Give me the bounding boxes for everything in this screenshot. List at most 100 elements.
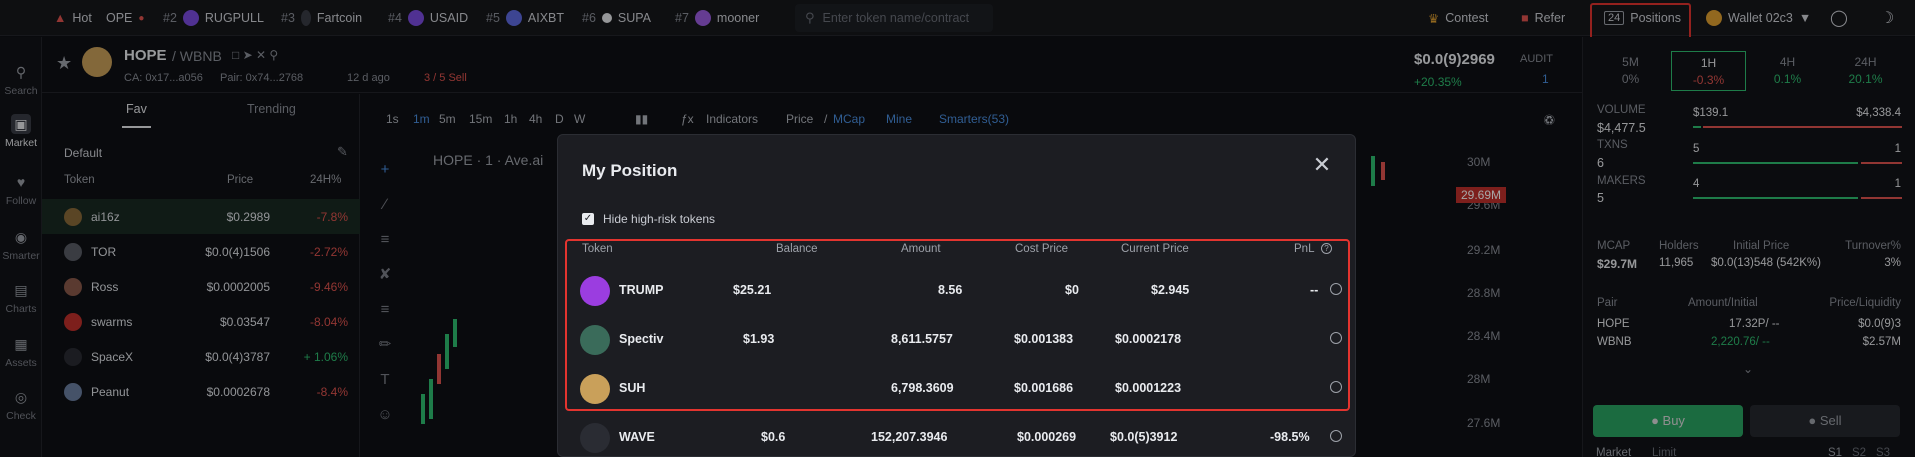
hot-item-1[interactable]: OPE ● — [106, 0, 144, 36]
mcap-toggle[interactable]: MCap — [833, 112, 866, 126]
tf-5m[interactable]: 5m — [439, 112, 456, 126]
candle-type-icon[interactable]: ▮▮ — [635, 112, 649, 126]
rail-smarter[interactable]: ◉ Smarter — [2, 228, 40, 263]
slippage-s3[interactable]: S3 — [1876, 447, 1891, 457]
hot-item-7[interactable]: #7 mooner — [675, 10, 760, 26]
crosshair-icon[interactable]: + — [380, 161, 390, 178]
buy-button[interactable]: ● Buy — [1593, 405, 1743, 437]
share-icon[interactable] — [1330, 430, 1342, 442]
contract-address[interactable]: CA: 0x17...a056 — [124, 72, 203, 84]
order-limit-tab[interactable]: Limit — [1652, 447, 1677, 457]
rail-charts[interactable]: ▤ Charts — [5, 281, 37, 316]
tf-d[interactable]: D — [555, 112, 564, 126]
table-row[interactable]: TRUMP $25.21 8.56 $0 $2.945 -- — [570, 267, 1345, 315]
indicators-button[interactable]: Indicators — [706, 112, 759, 126]
table-row[interactable]: WAVE $0.6 152,207.3946 $0.000269 $0.0(5)… — [570, 414, 1345, 456]
tab-fav[interactable]: Fav — [122, 102, 151, 128]
indicators-icon[interactable]: ƒx — [681, 112, 694, 126]
period-5m[interactable]: 5M 0% — [1621, 55, 1640, 86]
group-label[interactable]: Default — [64, 146, 103, 160]
close-icon[interactable]: ✕ — [1312, 152, 1332, 177]
candle — [429, 379, 433, 419]
tf-w[interactable]: W — [574, 112, 586, 126]
hot-item-5[interactable]: #5 AIXBT — [486, 10, 565, 26]
rail-follow[interactable]: ♥ Follow — [5, 174, 37, 207]
axis-tick: 28M — [1467, 372, 1491, 386]
chevron-down-icon: ▼ — [1798, 11, 1812, 25]
wallet-button[interactable]: Wallet 02c3 ▼ — [1706, 0, 1811, 36]
emoji-icon[interactable]: ☺ — [377, 406, 393, 423]
period-1h[interactable]: 1H -0.3% — [1671, 51, 1746, 91]
hot-item-6[interactable]: #6 SUPA — [582, 11, 652, 25]
tf-4h[interactable]: 4h — [529, 112, 543, 126]
period-24h[interactable]: 24H 20.1% — [1848, 55, 1883, 86]
chart-area[interactable]: 1s 1m 5m 15m 1h 4h D W ▮▮ ƒx Indicators … — [361, 94, 1582, 457]
sell-button[interactable]: ● Sell — [1750, 405, 1900, 437]
hot-label[interactable]: ▲ Hot — [54, 11, 92, 25]
share-icon[interactable] — [1330, 381, 1342, 393]
alert-icon[interactable]: ♽ — [1543, 112, 1556, 128]
col-token[interactable]: Token — [64, 174, 95, 186]
period-4h[interactable]: 4H 0.1% — [1773, 55, 1802, 86]
rail-search[interactable]: ⚲ Search — [4, 63, 38, 98]
rail-market[interactable]: ▣ Market — [4, 114, 38, 149]
candle — [1371, 156, 1375, 186]
refer-button[interactable]: ■ Refer — [1521, 11, 1566, 25]
hot-item-3[interactable]: #3 Fartcoin — [281, 10, 363, 26]
token-logo-icon — [182, 10, 199, 26]
order-market-tab[interactable]: Market — [1596, 447, 1632, 457]
chevron-down-icon[interactable]: ⌄ — [1743, 362, 1754, 376]
list-item[interactable]: Peanut $0.0002678 -8.4% — [42, 374, 360, 409]
list-item[interactable]: TOR $0.0(4)1506 -2.72% — [42, 234, 360, 269]
charts-icon: ▤ — [14, 281, 28, 298]
table-row[interactable]: SUH 6,798.3609 $0.001686 $0.0001223 — [570, 365, 1345, 413]
hot-item-4[interactable]: #4 USAID — [388, 10, 469, 26]
tf-1h[interactable]: 1h — [504, 112, 518, 126]
hlines-icon[interactable]: ≡ — [380, 231, 390, 248]
tf-1s[interactable]: 1s — [386, 112, 399, 126]
tf-15m[interactable]: 15m — [469, 112, 493, 126]
rail-assets[interactable]: ▦ Assets — [5, 335, 37, 370]
contest-button[interactable]: ♛ Contest — [1428, 11, 1489, 26]
market-icon: ▣ — [11, 114, 31, 134]
audit-label[interactable]: AUDIT — [1520, 53, 1553, 65]
smarters-toggle[interactable]: Smarters(53) — [939, 112, 1010, 126]
col-price[interactable]: Price — [227, 174, 254, 186]
share-icons[interactable]: □ ➤ ✕ ⚲ — [232, 48, 279, 62]
hot-item-2[interactable]: #2 RUGPULL — [163, 10, 264, 26]
share-icon[interactable] — [1330, 283, 1342, 295]
hide-risk-checkbox[interactable]: ✓ Hide high-risk tokens — [582, 212, 716, 226]
price-toggle[interactable]: Price — [786, 112, 814, 126]
list-item[interactable]: swarms $0.03547 -8.04% — [42, 304, 360, 339]
drawing-toolbar: + ∕ ≡ ✘ ≡ ✏ T ☺ — [373, 152, 397, 432]
tf-1m[interactable]: 1m — [413, 112, 430, 126]
list-item[interactable]: SpaceX $0.0(4)3787 + 1.06% — [42, 339, 360, 374]
positions-button[interactable]: 24 Positions — [1604, 0, 1681, 36]
slippage-s1[interactable]: S1 — [1828, 447, 1843, 457]
moon-icon[interactable]: ☽ — [1880, 10, 1895, 27]
tab-trending[interactable]: Trending — [247, 102, 296, 116]
fib-icon[interactable]: ≡ — [380, 301, 390, 318]
line-tool-icon[interactable]: ∕ — [383, 196, 387, 213]
pair-address[interactable]: Pair: 0x74...2768 — [220, 72, 304, 84]
col-change[interactable]: 24H% — [310, 174, 342, 186]
star-icon[interactable]: ★ — [56, 53, 73, 73]
rail-check[interactable]: ◎ Check — [6, 388, 36, 423]
edit-icon[interactable]: ✎ — [337, 144, 348, 159]
text-tool-icon[interactable]: T — [380, 371, 390, 388]
globe-icon[interactable]: ◯ — [1830, 10, 1848, 27]
help-icon[interactable]: ? — [1321, 243, 1332, 254]
search-input[interactable]: ⚲ Enter token name/contract — [795, 4, 993, 32]
mine-toggle[interactable]: Mine — [886, 112, 913, 126]
list-item[interactable]: ai16z $0.2989 -7.8% — [42, 199, 360, 234]
txns-label: TXNS — [1597, 139, 1628, 151]
list-item[interactable]: Ross $0.0002005 -9.46% — [42, 269, 360, 304]
table-row[interactable]: Spectiv $1.93 8,611.5757 $0.001383 $0.00… — [570, 316, 1345, 364]
brush-icon[interactable]: ✏ — [378, 336, 392, 353]
share-icon[interactable] — [1330, 332, 1342, 344]
slippage-s2[interactable]: S2 — [1852, 447, 1867, 457]
col-balance: Balance — [776, 243, 818, 255]
check-icon: ◎ — [14, 388, 28, 405]
pattern-icon[interactable]: ✘ — [378, 266, 392, 283]
makers-label: MAKERS — [1597, 175, 1646, 187]
